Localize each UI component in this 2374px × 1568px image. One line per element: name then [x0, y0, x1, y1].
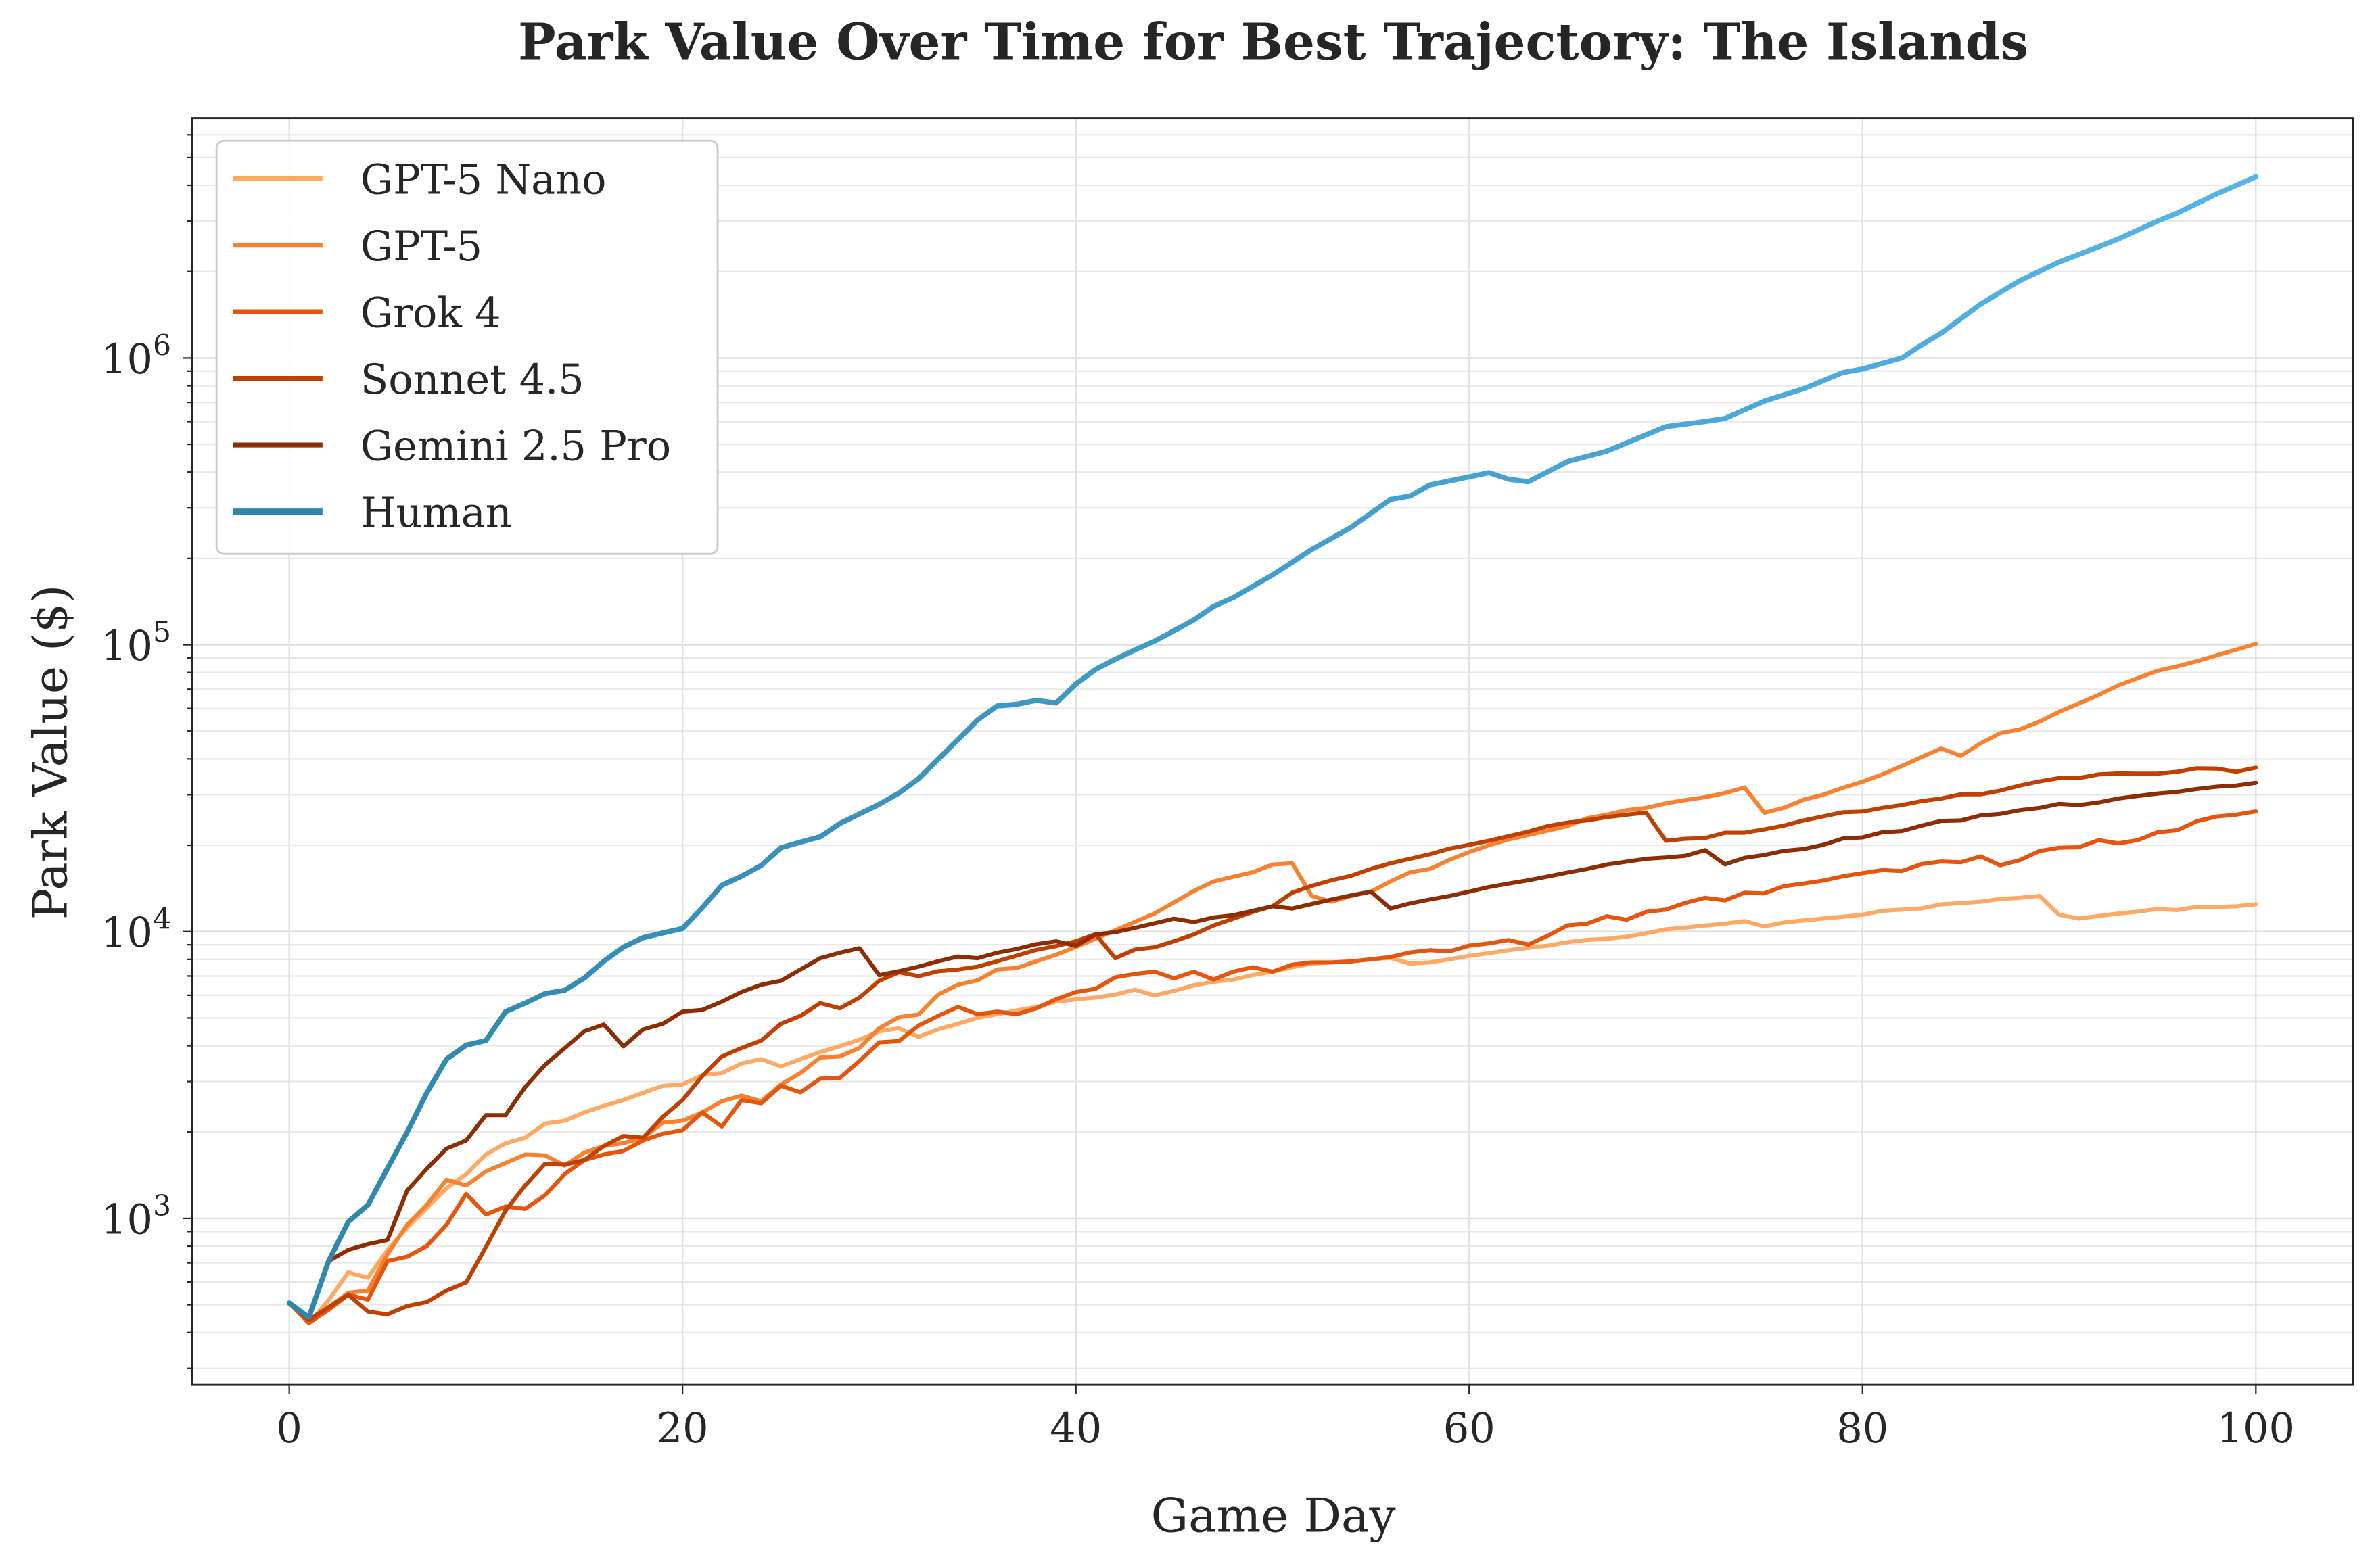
x-tick-label: 40 — [1050, 1405, 1102, 1452]
y-axis-label: Park Value ($) — [24, 585, 78, 920]
legend: GPT-5 Nano GPT-5 Grok 4 Sonnet 4.5 Gemini 2.… — [215, 139, 719, 555]
y-tick-label: 105 — [101, 616, 171, 670]
x-tick-label: 100 — [2217, 1405, 2295, 1452]
series-line-sonnet-4-5 — [287, 765, 2258, 1322]
x-axis-label: Game Day — [1151, 1489, 1396, 1543]
x-axis-ticks: 0 20 40 60 80 100 — [276, 1385, 2295, 1452]
legend-box — [215, 139, 719, 555]
series-line-grok-4 — [287, 809, 2258, 1325]
legend-label: Human — [360, 490, 512, 537]
series-lines — [286, 174, 2259, 1325]
x-tick-label: 80 — [1836, 1405, 1888, 1452]
y-axis-ticks: 103 104 105 106 — [101, 329, 171, 1243]
plot-frame — [191, 117, 2354, 1386]
x-tick-label: 0 — [276, 1405, 302, 1452]
y-tick-label: 104 — [101, 903, 171, 957]
chart-title: Park Value Over Time for Best Trajectory… — [518, 13, 2028, 71]
legend-label: GPT-5 Nano — [360, 157, 607, 204]
x-tick-label: 60 — [1443, 1405, 1495, 1452]
legend-label: GPT-5 — [360, 223, 482, 270]
y-tick-label: 106 — [101, 329, 171, 383]
y-tick-label: 103 — [101, 1189, 171, 1243]
series-line-gpt-5 — [287, 642, 2258, 1323]
series-line-gemini-2-5-pro — [287, 780, 2258, 1321]
legend-label: Gemini 2.5 Pro — [360, 423, 671, 470]
x-tick-label: 20 — [657, 1405, 709, 1452]
legend-label: Grok 4 — [360, 289, 501, 337]
series-line-human — [286, 174, 2259, 1321]
legend-label: Sonnet 4.5 — [360, 356, 584, 404]
